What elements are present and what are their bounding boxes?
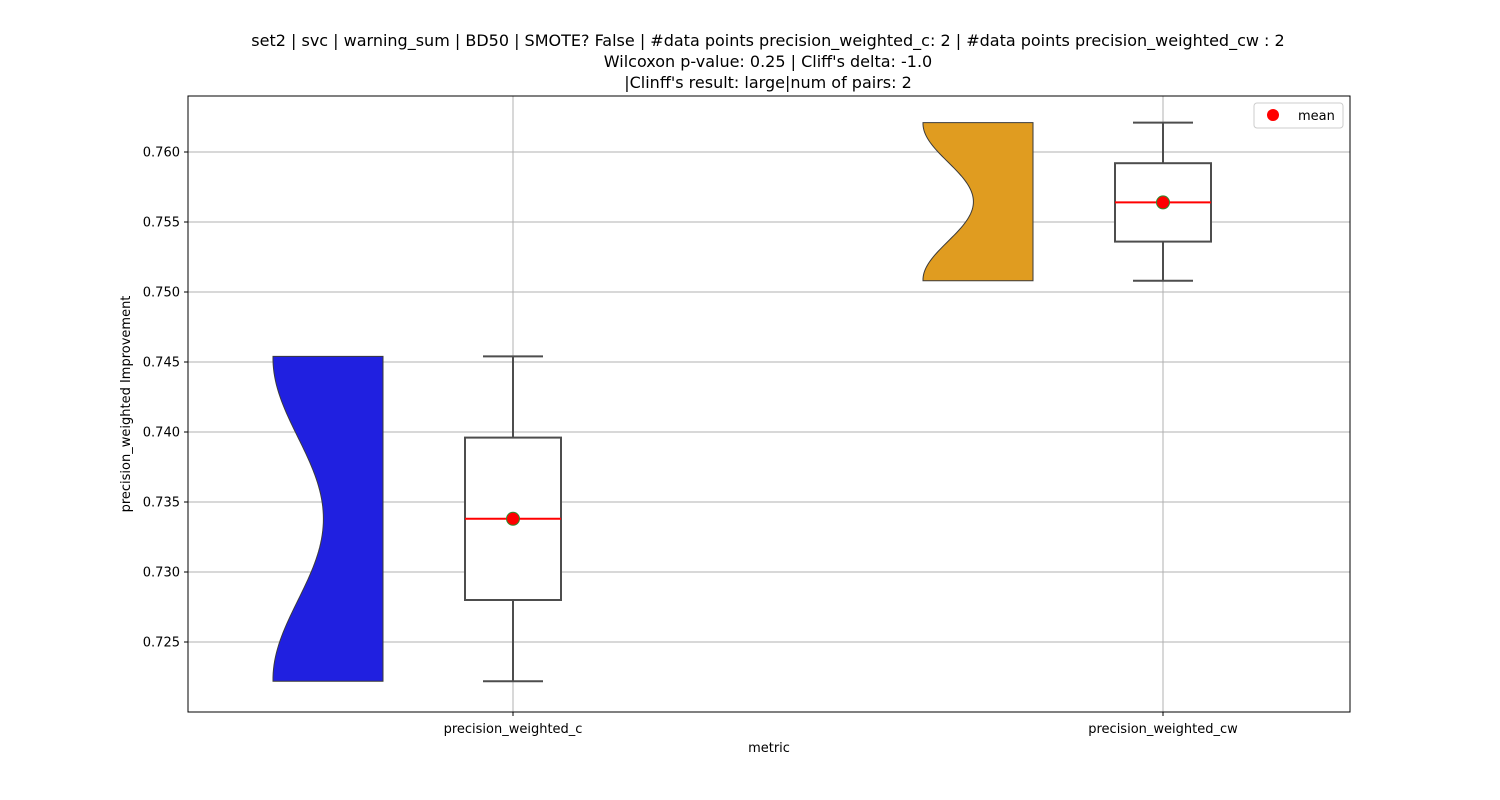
y-tick-label: 0.755 bbox=[143, 216, 180, 231]
violin-layer bbox=[272, 122, 1034, 682]
boxplot-precision_weighted_cw bbox=[1114, 121, 1212, 282]
y-tick-label: 0.750 bbox=[143, 286, 180, 301]
boxplot-precision_weighted_c bbox=[464, 355, 562, 683]
chart-title-line-1: set2 | svc | warning_sum | BD50 | SMOTE?… bbox=[251, 31, 1285, 50]
legend: mean bbox=[1253, 102, 1344, 129]
plot-frame bbox=[187, 95, 1351, 713]
violin-precision_weighted_c bbox=[272, 355, 384, 682]
y-tick-label: 0.735 bbox=[143, 496, 180, 511]
y-tick-label: 0.745 bbox=[143, 356, 180, 371]
legend-frame bbox=[1253, 102, 1344, 129]
mean-marker bbox=[1156, 195, 1170, 210]
legend-mean-marker bbox=[1267, 109, 1279, 121]
legend-mean-label: mean bbox=[1298, 109, 1335, 124]
tick-layer: 0.725 0.730 0.735 0.740 0.745 0.750 0.755 0.760… bbox=[143, 146, 1238, 738]
y-tick-label: 0.760 bbox=[143, 146, 180, 161]
x-tick-label: precision_weighted_cw bbox=[1088, 722, 1238, 737]
box-layer bbox=[464, 121, 1212, 683]
chart-title-line-2: Wilcoxon p-value: 0.25 | Cliff's delta: … bbox=[603, 52, 933, 71]
chart-title-line-3: |Clinff's result: large|num of pairs: 2 bbox=[624, 73, 912, 92]
y-axis-label: precision_weighted Improvement bbox=[119, 296, 134, 513]
violin-precision_weighted_cw bbox=[922, 122, 1034, 282]
y-tick-label: 0.740 bbox=[143, 426, 180, 441]
mean-marker bbox=[506, 511, 520, 526]
x-axis-label: metric bbox=[748, 741, 790, 756]
y-tick-label: 0.725 bbox=[143, 636, 180, 651]
x-tick-label: precision_weighted_c bbox=[444, 722, 583, 737]
y-tick-label: 0.730 bbox=[143, 566, 180, 581]
